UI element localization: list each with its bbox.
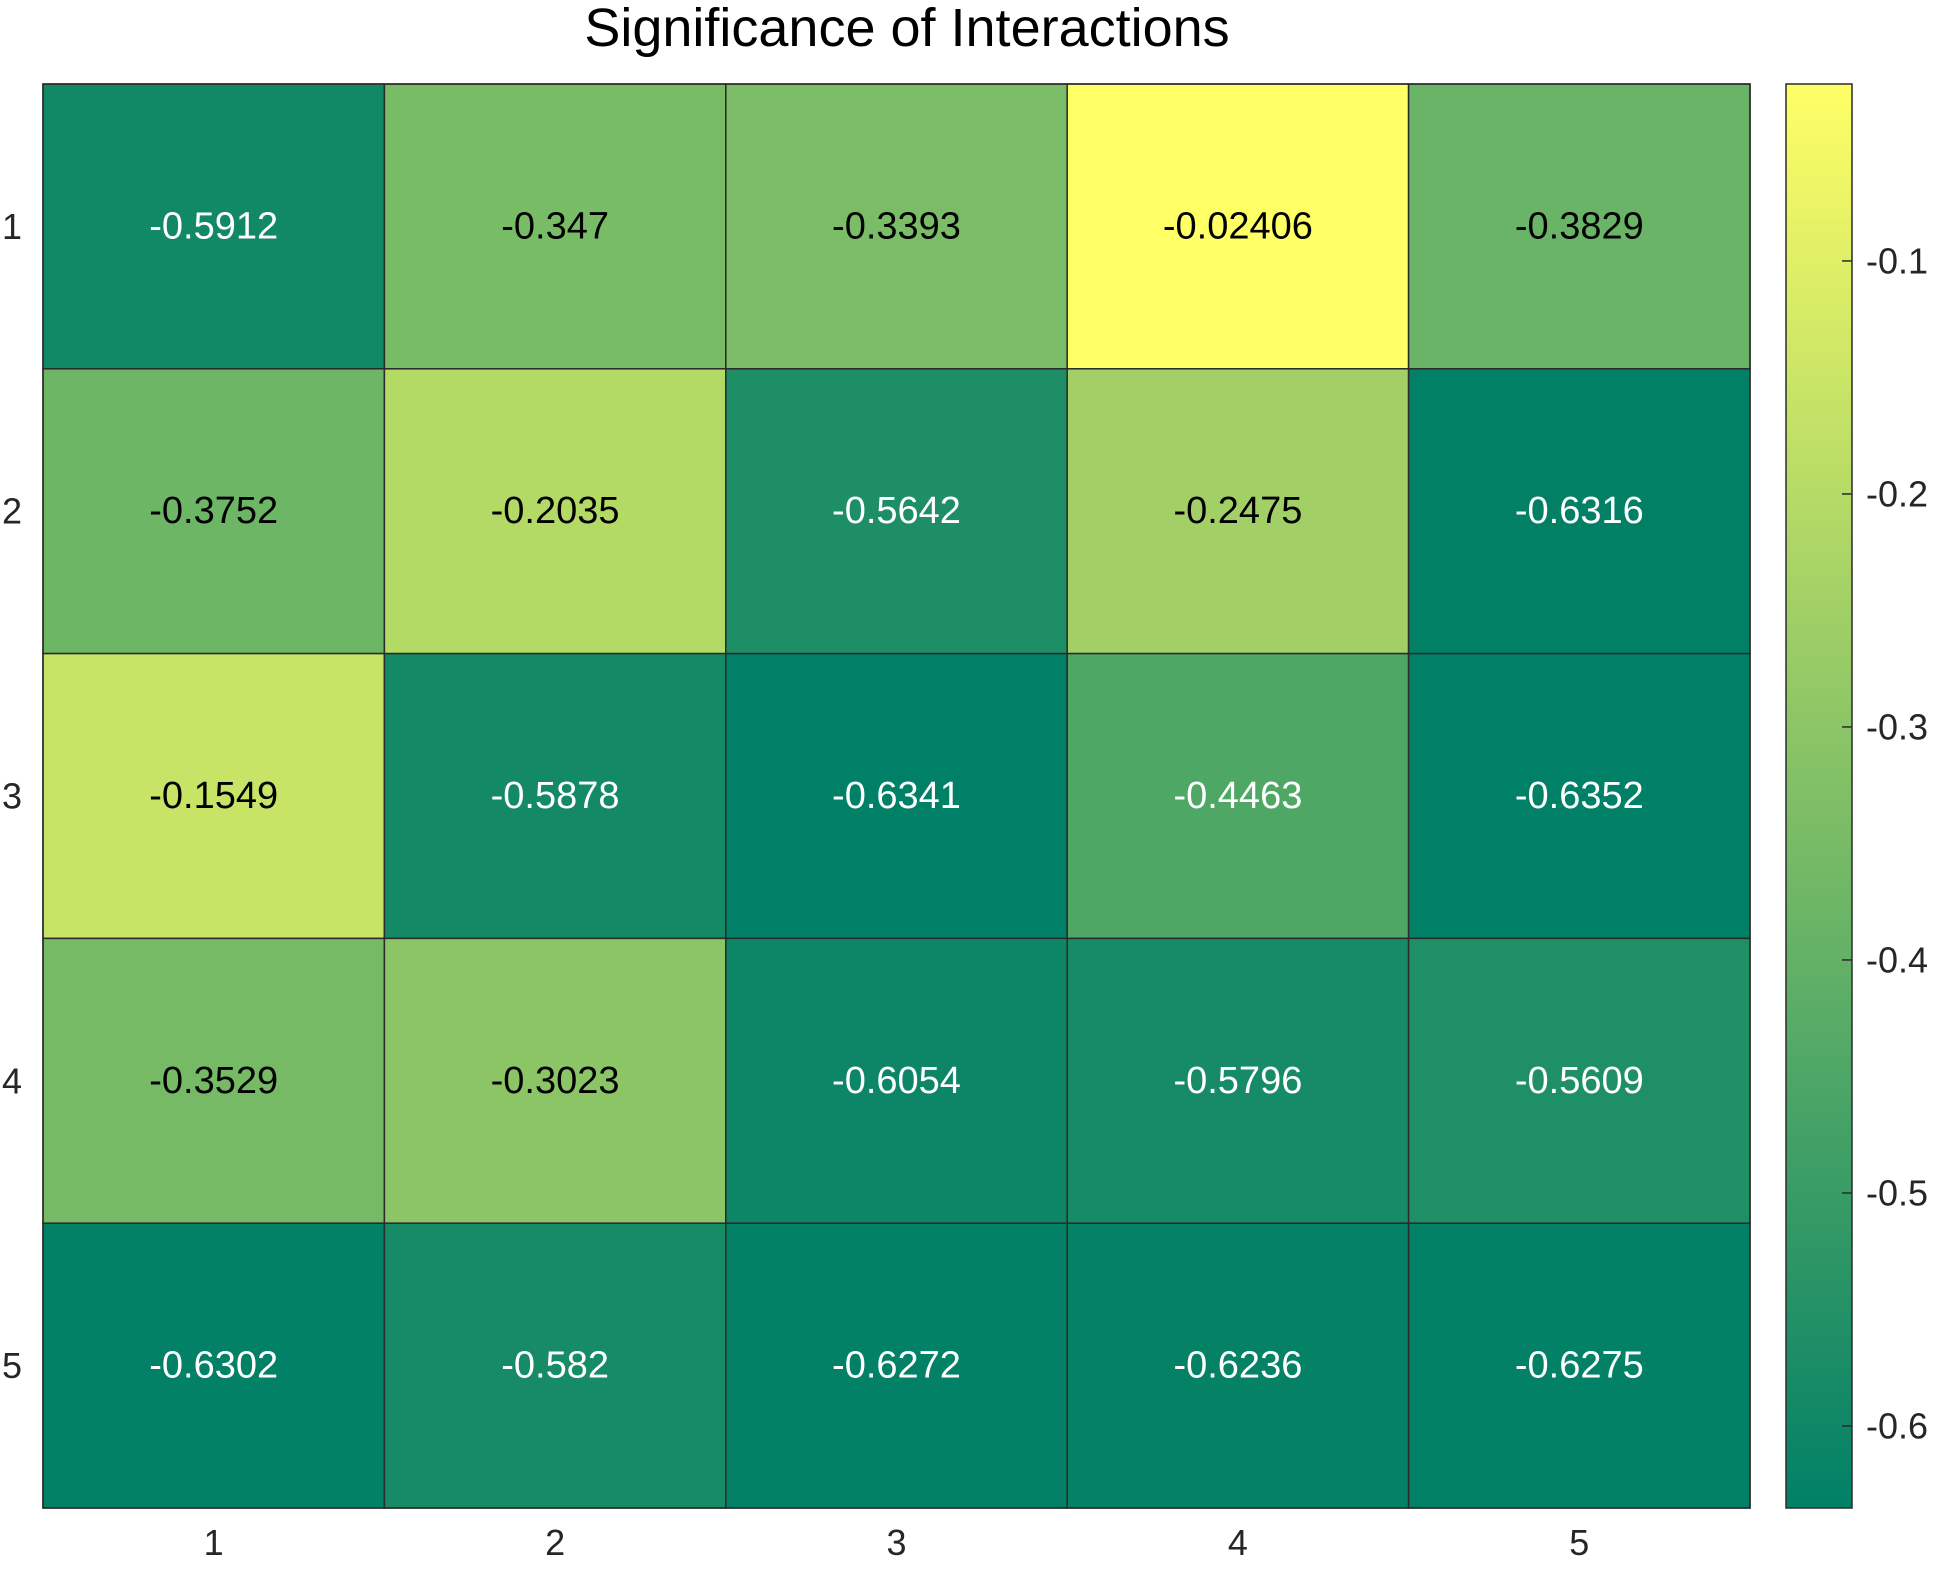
x-tick-label: 4 [1228,1522,1248,1563]
cell-value-label: -0.6316 [1515,490,1644,532]
heatmap-cell [1407,937,1751,1224]
y-tick-label: 2 [2,491,22,532]
cell-value-label: -0.3829 [1515,205,1644,247]
cell-value-label: -0.6236 [1173,1345,1302,1387]
colorbar-tick-label: -0.5 [1866,1172,1928,1213]
heatmap-cell [1066,937,1410,1224]
x-tick-label: 3 [886,1522,906,1563]
cell-value-label: -0.5912 [149,205,278,247]
y-tick-label: 4 [2,1060,22,1101]
cell-value-label: -0.3752 [149,490,278,532]
heatmap-cells: -0.5912 -0.347 -0.3393 -0.02406 -0.3829 -0.37… [42,83,1751,1509]
cell-value-label: -0.6275 [1515,1345,1644,1387]
heatmap-cell [1407,83,1751,370]
cell-value-label: -0.347 [501,205,609,247]
heatmap-cell [1066,652,1410,940]
colorbar-tick-label: -0.2 [1866,473,1928,514]
chart-title: Significance of Interactions [584,0,1229,58]
cell-value-label: -0.6302 [149,1345,278,1387]
colorbar: -0.1 -0.2 -0.3 -0.4 -0.5 -0.6 [1785,83,1928,1509]
cell-value-label: -0.2475 [1173,490,1302,532]
cell-value-label: -0.4463 [1173,775,1302,817]
x-axis-tick-labels: 1 2 3 4 5 [204,1522,1590,1563]
x-tick-label: 1 [204,1522,224,1563]
heatmap-cell [383,937,727,1224]
plot-frame [42,83,1751,1509]
heatmap-cell [383,83,727,370]
heatmap-cell [1407,1222,1751,1509]
colorbar-tick-label: -0.3 [1866,706,1928,747]
y-tick-label: 3 [2,776,22,817]
heatmap-cell [1407,368,1751,655]
cell-value-label: -0.6341 [832,775,961,817]
heatmap-cell [1066,83,1410,370]
heatmap-cell [383,652,727,940]
colorbar-tick-label: -0.4 [1866,939,1928,980]
cell-value-label: -0.6352 [1515,775,1644,817]
cell-value-label: -0.5796 [1173,1060,1302,1102]
cell-value-label: -0.582 [501,1345,609,1387]
heatmap-cell [42,83,386,370]
heatmap-cell [725,652,1068,940]
cell-value-label: -0.3023 [491,1060,620,1102]
cell-value-label: -0.2035 [491,490,620,532]
cell-value-label: -0.02406 [1163,205,1313,247]
x-tick-label: 2 [545,1522,565,1563]
y-axis-tick-labels: 1 2 3 4 5 [2,206,22,1386]
cell-value-label: -0.5642 [832,490,961,532]
colorbar-tick-label: -0.6 [1866,1405,1928,1446]
cell-value-label: -0.3529 [149,1060,278,1102]
cell-value-label: -0.3393 [832,205,961,247]
heatmap-cell [725,368,1068,655]
heatmap-cell [42,1222,386,1509]
colorbar-gradient [1786,84,1852,1508]
x-tick-label: 5 [1569,1522,1589,1563]
cell-value-label: -0.6272 [832,1345,961,1387]
cell-value-label: -0.5609 [1515,1060,1644,1102]
heatmap-cell [383,1222,727,1509]
colorbar-frame [1785,83,1853,1509]
heatmap-cell [725,937,1068,1224]
heatmap-cell [725,1222,1068,1509]
cell-value-label: -0.5878 [491,775,620,817]
colorbar-tick-label: -0.1 [1866,240,1928,281]
cell-value-label: -0.1549 [149,775,278,817]
heatmap-cell [1407,652,1751,940]
cell-value-label: -0.6054 [832,1060,961,1102]
y-tick-label: 1 [2,206,22,247]
y-tick-label: 5 [2,1345,22,1386]
heatmap-cell [42,368,386,655]
heatmap-cell [383,368,727,655]
